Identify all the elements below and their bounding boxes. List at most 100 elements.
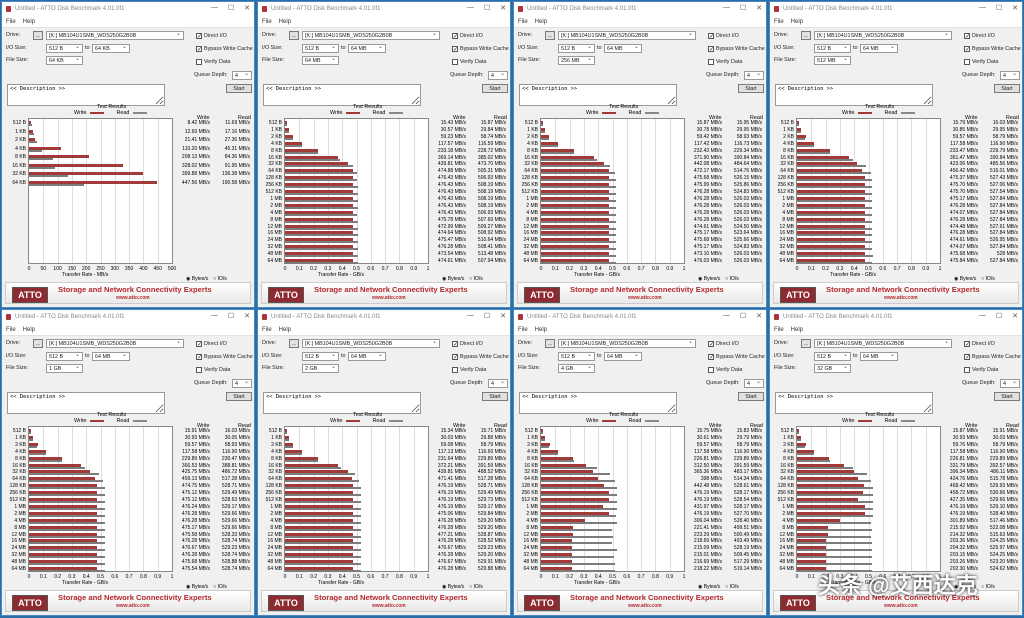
menu-help[interactable]: Help	[278, 18, 292, 25]
start-button[interactable]: Start	[482, 84, 508, 93]
close-icon[interactable]: ✕	[500, 313, 506, 320]
drive-select[interactable]: [K:] MB104U1SMB_WDS250G2B0B	[558, 339, 696, 348]
queue-depth-select[interactable]: 4	[1000, 71, 1020, 80]
menu-file[interactable]: File	[518, 326, 528, 333]
io-size-to-select[interactable]: 64 MB	[348, 44, 386, 53]
description-input[interactable]: << Description >>	[519, 392, 677, 414]
menu-file[interactable]: File	[6, 18, 16, 25]
bypass-write-cache-checkbox[interactable]: ✓ Bypass Write Cache	[196, 354, 253, 361]
start-button[interactable]: Start	[226, 392, 252, 401]
browse-button[interactable]: ...	[33, 339, 43, 348]
io-size-from-select[interactable]: 512 B	[302, 352, 339, 361]
drive-select[interactable]: [K:] MB104U1SMB_WDS250G2B0B	[46, 31, 184, 40]
atto-banner[interactable]: ATTO Storage and Network Connectivity Ex…	[773, 282, 1019, 304]
maximize-icon[interactable]: ☐	[739, 313, 747, 320]
file-size-select[interactable]: 4 GB	[558, 364, 595, 373]
radio-io[interactable]: ○ IO/s	[469, 584, 483, 590]
verify-data-checkbox[interactable]: Verify Data	[708, 59, 742, 65]
io-size-to-select[interactable]: 64 MB	[604, 44, 642, 53]
menu-file[interactable]: File	[774, 326, 784, 333]
drive-select[interactable]: [K:] MB104U1SMB_WDS250G2B0B	[814, 31, 952, 40]
start-button[interactable]: Start	[994, 84, 1020, 93]
queue-depth-select[interactable]: 4	[232, 71, 252, 80]
menu-help[interactable]: Help	[22, 18, 36, 25]
io-size-from-select[interactable]: 512 B	[814, 352, 851, 361]
bypass-write-cache-checkbox[interactable]: ✓ Bypass Write Cache	[196, 46, 253, 53]
verify-data-checkbox[interactable]: Verify Data	[196, 59, 230, 65]
radio-bytes[interactable]: ◉ Bytes/s	[442, 584, 465, 590]
browse-button[interactable]: ...	[545, 31, 555, 40]
file-size-select[interactable]: 2 GB	[302, 364, 339, 373]
menu-help[interactable]: Help	[790, 18, 804, 25]
description-input[interactable]: << Description >>	[263, 392, 421, 414]
browse-button[interactable]: ...	[801, 339, 811, 348]
radio-bytes[interactable]: ◉ Bytes/s	[954, 584, 977, 590]
radio-bytes[interactable]: ◉ Bytes/s	[698, 584, 721, 590]
direct-io-checkbox[interactable]: ✓ Direct I/O	[196, 33, 227, 40]
io-size-to-select[interactable]: 64 MB	[860, 44, 898, 53]
radio-io[interactable]: ○ IO/s	[725, 584, 739, 590]
description-input[interactable]: << Description >>	[775, 392, 933, 414]
description-input[interactable]: << Description >>	[7, 84, 165, 106]
radio-io[interactable]: ○ IO/s	[213, 276, 227, 282]
close-icon[interactable]: ✕	[244, 313, 250, 320]
start-button[interactable]: Start	[994, 392, 1020, 401]
minimize-icon[interactable]: —	[978, 312, 986, 319]
description-input[interactable]: << Description >>	[775, 84, 933, 106]
radio-io[interactable]: ○ IO/s	[981, 584, 995, 590]
direct-io-checkbox[interactable]: ✓ Direct I/O	[708, 341, 739, 348]
verify-data-checkbox[interactable]: Verify Data	[196, 367, 230, 373]
io-size-from-select[interactable]: 512 B	[814, 44, 851, 53]
atto-banner[interactable]: ATTO Storage and Network Connectivity Ex…	[5, 590, 251, 612]
io-size-from-select[interactable]: 512 B	[302, 44, 339, 53]
file-size-select[interactable]: 64 KB	[46, 56, 83, 65]
close-icon[interactable]: ✕	[756, 313, 762, 320]
io-size-from-select[interactable]: 512 B	[558, 352, 595, 361]
close-icon[interactable]: ✕	[1012, 5, 1018, 12]
atto-banner[interactable]: ATTO Storage and Network Connectivity Ex…	[261, 590, 507, 612]
radio-bytes[interactable]: ◉ Bytes/s	[442, 276, 465, 282]
queue-depth-select[interactable]: 4	[744, 71, 764, 80]
atto-banner[interactable]: ATTO Storage and Network Connectivity Ex…	[5, 282, 251, 304]
browse-button[interactable]: ...	[33, 31, 43, 40]
radio-io[interactable]: ○ IO/s	[725, 276, 739, 282]
atto-banner[interactable]: ATTO Storage and Network Connectivity Ex…	[517, 282, 763, 304]
start-button[interactable]: Start	[738, 84, 764, 93]
start-button[interactable]: Start	[482, 392, 508, 401]
bypass-write-cache-checkbox[interactable]: ✓ Bypass Write Cache	[964, 46, 1021, 53]
direct-io-checkbox[interactable]: ✓ Direct I/O	[452, 341, 483, 348]
file-size-select[interactable]: 256 MB	[558, 56, 595, 65]
bypass-write-cache-checkbox[interactable]: ✓ Bypass Write Cache	[708, 46, 765, 53]
file-size-select[interactable]: 1 GB	[46, 364, 83, 373]
direct-io-checkbox[interactable]: ✓ Direct I/O	[452, 33, 483, 40]
io-size-to-select[interactable]: 64 MB	[604, 352, 642, 361]
verify-data-checkbox[interactable]: Verify Data	[452, 59, 486, 65]
description-input[interactable]: << Description >>	[519, 84, 677, 106]
menu-help[interactable]: Help	[790, 326, 804, 333]
atto-banner[interactable]: ATTO Storage and Network Connectivity Ex…	[261, 282, 507, 304]
browse-button[interactable]: ...	[801, 31, 811, 40]
direct-io-checkbox[interactable]: ✓ Direct I/O	[196, 341, 227, 348]
queue-depth-select[interactable]: 4	[488, 379, 508, 388]
browse-button[interactable]: ...	[545, 339, 555, 348]
radio-io[interactable]: ○ IO/s	[469, 276, 483, 282]
direct-io-checkbox[interactable]: ✓ Direct I/O	[964, 33, 995, 40]
bypass-write-cache-checkbox[interactable]: ✓ Bypass Write Cache	[964, 354, 1021, 361]
io-size-to-select[interactable]: 64 KB	[92, 44, 130, 53]
direct-io-checkbox[interactable]: ✓ Direct I/O	[964, 341, 995, 348]
menu-file[interactable]: File	[6, 326, 16, 333]
bypass-write-cache-checkbox[interactable]: ✓ Bypass Write Cache	[452, 46, 509, 53]
minimize-icon[interactable]: —	[466, 312, 474, 319]
menu-help[interactable]: Help	[278, 326, 292, 333]
verify-data-checkbox[interactable]: Verify Data	[708, 367, 742, 373]
start-button[interactable]: Start	[738, 392, 764, 401]
menu-file[interactable]: File	[262, 326, 272, 333]
radio-bytes[interactable]: ◉ Bytes/s	[954, 276, 977, 282]
atto-banner[interactable]: ATTO Storage and Network Connectivity Ex…	[773, 590, 1019, 612]
maximize-icon[interactable]: ☐	[227, 5, 235, 12]
file-size-select[interactable]: 64 MB	[302, 56, 339, 65]
io-size-from-select[interactable]: 512 B	[558, 44, 595, 53]
menu-file[interactable]: File	[774, 18, 784, 25]
io-size-from-select[interactable]: 512 B	[46, 44, 83, 53]
io-size-from-select[interactable]: 512 B	[46, 352, 83, 361]
